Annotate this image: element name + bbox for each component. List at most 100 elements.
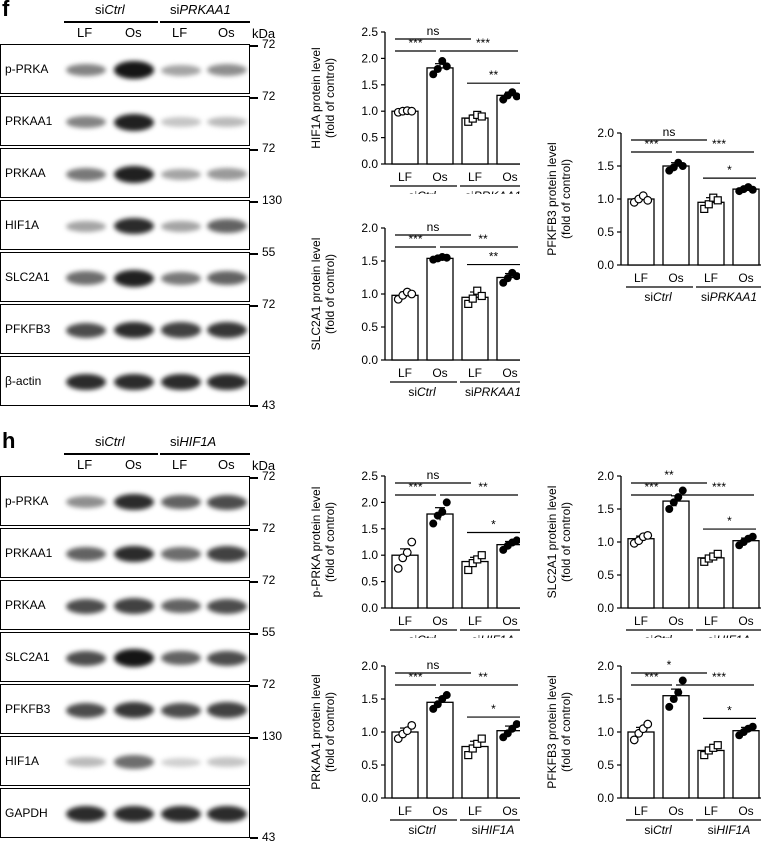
data-point: [433, 700, 442, 709]
y-tick-label: 0.0: [361, 791, 378, 805]
protein-band: [66, 757, 106, 767]
data-point: [438, 507, 447, 516]
bar: [732, 188, 760, 266]
data-point: [464, 565, 473, 575]
bar: [391, 110, 419, 165]
blot-strip: PFKFB3: [0, 304, 250, 354]
data-point: [674, 688, 683, 697]
data-point: [643, 719, 653, 729]
x-tick-label: Os: [738, 271, 753, 285]
y-tick-label: 0.5: [361, 320, 378, 334]
data-point: [477, 734, 486, 743]
bar: [496, 730, 520, 799]
protein-band: [207, 702, 247, 718]
chart-f-hif1a: HIF1A protein level (fold of control) 0.0 0…: [309, 24, 520, 194]
blot-label: SLC2A1: [5, 270, 50, 284]
data-point: [473, 739, 482, 748]
protein-band: [161, 117, 201, 127]
sig-label: ***: [408, 232, 422, 246]
protein-band: [161, 271, 201, 285]
y-tick-label: 2.0: [361, 51, 378, 65]
sig-label: **: [478, 480, 488, 494]
panel-letter-h: h: [2, 428, 16, 453]
group-label: siHIF1A: [708, 823, 751, 837]
data-point: [748, 185, 757, 194]
sig-label: *: [727, 514, 732, 528]
y-axis-label: PFKFB3 protein level: [545, 142, 559, 255]
protein-band: [207, 117, 247, 127]
y-axis-label: (fold of control): [559, 502, 573, 582]
y-tick-label: 1.5: [597, 159, 614, 173]
data-point: [442, 62, 451, 71]
data-point: [700, 204, 709, 214]
mw-tick: [250, 45, 258, 47]
data-point: [665, 702, 674, 711]
chart-h-prkaa1: PRKAA1 protein level (fold of control) 0.0…: [309, 658, 520, 837]
group-line-2: [160, 21, 250, 23]
protein-band: [161, 64, 201, 76]
group-label: siCtrl: [644, 823, 672, 837]
group-label: siCtrl: [644, 290, 672, 304]
group-label: siHIF1A: [472, 823, 515, 837]
y-axis-label: SLC2A1 protein level: [309, 238, 323, 351]
protein-band: [114, 805, 154, 823]
bar: [662, 165, 690, 266]
data-point: [429, 519, 438, 528]
protein-band: [114, 545, 154, 563]
data-point: [669, 695, 678, 703]
y-tick-label: 0.5: [597, 568, 614, 582]
group-label: siCtrl: [644, 633, 672, 638]
x-tick-label: LF: [398, 804, 412, 818]
kda-label: kDa: [252, 458, 276, 473]
y-tick-label: 1.5: [597, 692, 614, 706]
protein-band: [161, 373, 201, 391]
bar: [426, 67, 454, 165]
data-point: [473, 286, 482, 295]
blot-label: PRKAA1: [5, 114, 53, 128]
x-tick-label: Os: [502, 804, 517, 818]
y-tick-label: 0.5: [597, 225, 614, 239]
blot-label: PRKAA1: [5, 546, 53, 560]
data-point: [407, 106, 417, 116]
protein-band: [114, 649, 154, 667]
x-tick-label: LF: [704, 614, 718, 628]
protein-band: [66, 322, 106, 338]
data-point: [503, 274, 512, 283]
group-label: siCtrl: [408, 823, 436, 837]
blot-label: p-PRKA: [5, 62, 49, 76]
data-point: [477, 112, 486, 121]
x-tick-label: LF: [704, 804, 718, 818]
y-tick-label: 2.0: [597, 126, 614, 140]
protein-band: [161, 757, 201, 767]
y-axis-label: (fold of control): [559, 159, 573, 239]
lane-label: LF: [77, 25, 93, 40]
mw-tick: [250, 253, 258, 255]
mw-tick: [250, 529, 258, 531]
x-tick-label: LF: [704, 271, 718, 285]
blot-strip: PRKAA: [0, 580, 250, 630]
blot-label: PRKAA: [5, 598, 46, 612]
mw-marker: 55: [262, 625, 276, 639]
y-axis-label: (fold of control): [323, 692, 337, 772]
sig-label: ***: [644, 480, 658, 494]
protein-band: [66, 702, 106, 718]
y-tick-label: 2.0: [361, 221, 378, 235]
blot-label: PRKAA: [5, 166, 46, 180]
y-tick-label: 1.0: [361, 287, 378, 301]
blot-label: PFKFB3: [5, 322, 51, 336]
blot-label: β-actin: [5, 374, 42, 388]
kda-label: kDa: [252, 26, 276, 41]
blot-label: HIF1A: [5, 754, 40, 768]
x-tick-label: Os: [502, 366, 517, 380]
protein-band: [161, 702, 201, 718]
data-point: [669, 498, 678, 507]
blot-label: PFKFB3: [5, 702, 51, 716]
y-tick-label: 2.0: [597, 659, 614, 673]
mw-marker: 72: [262, 141, 276, 155]
mw-tick: [250, 97, 258, 99]
protein-band: [161, 599, 201, 613]
protein-band: [207, 805, 247, 823]
group-label: siCtrl: [408, 385, 436, 399]
data-point: [643, 530, 653, 540]
x-tick-label: LF: [398, 614, 412, 628]
